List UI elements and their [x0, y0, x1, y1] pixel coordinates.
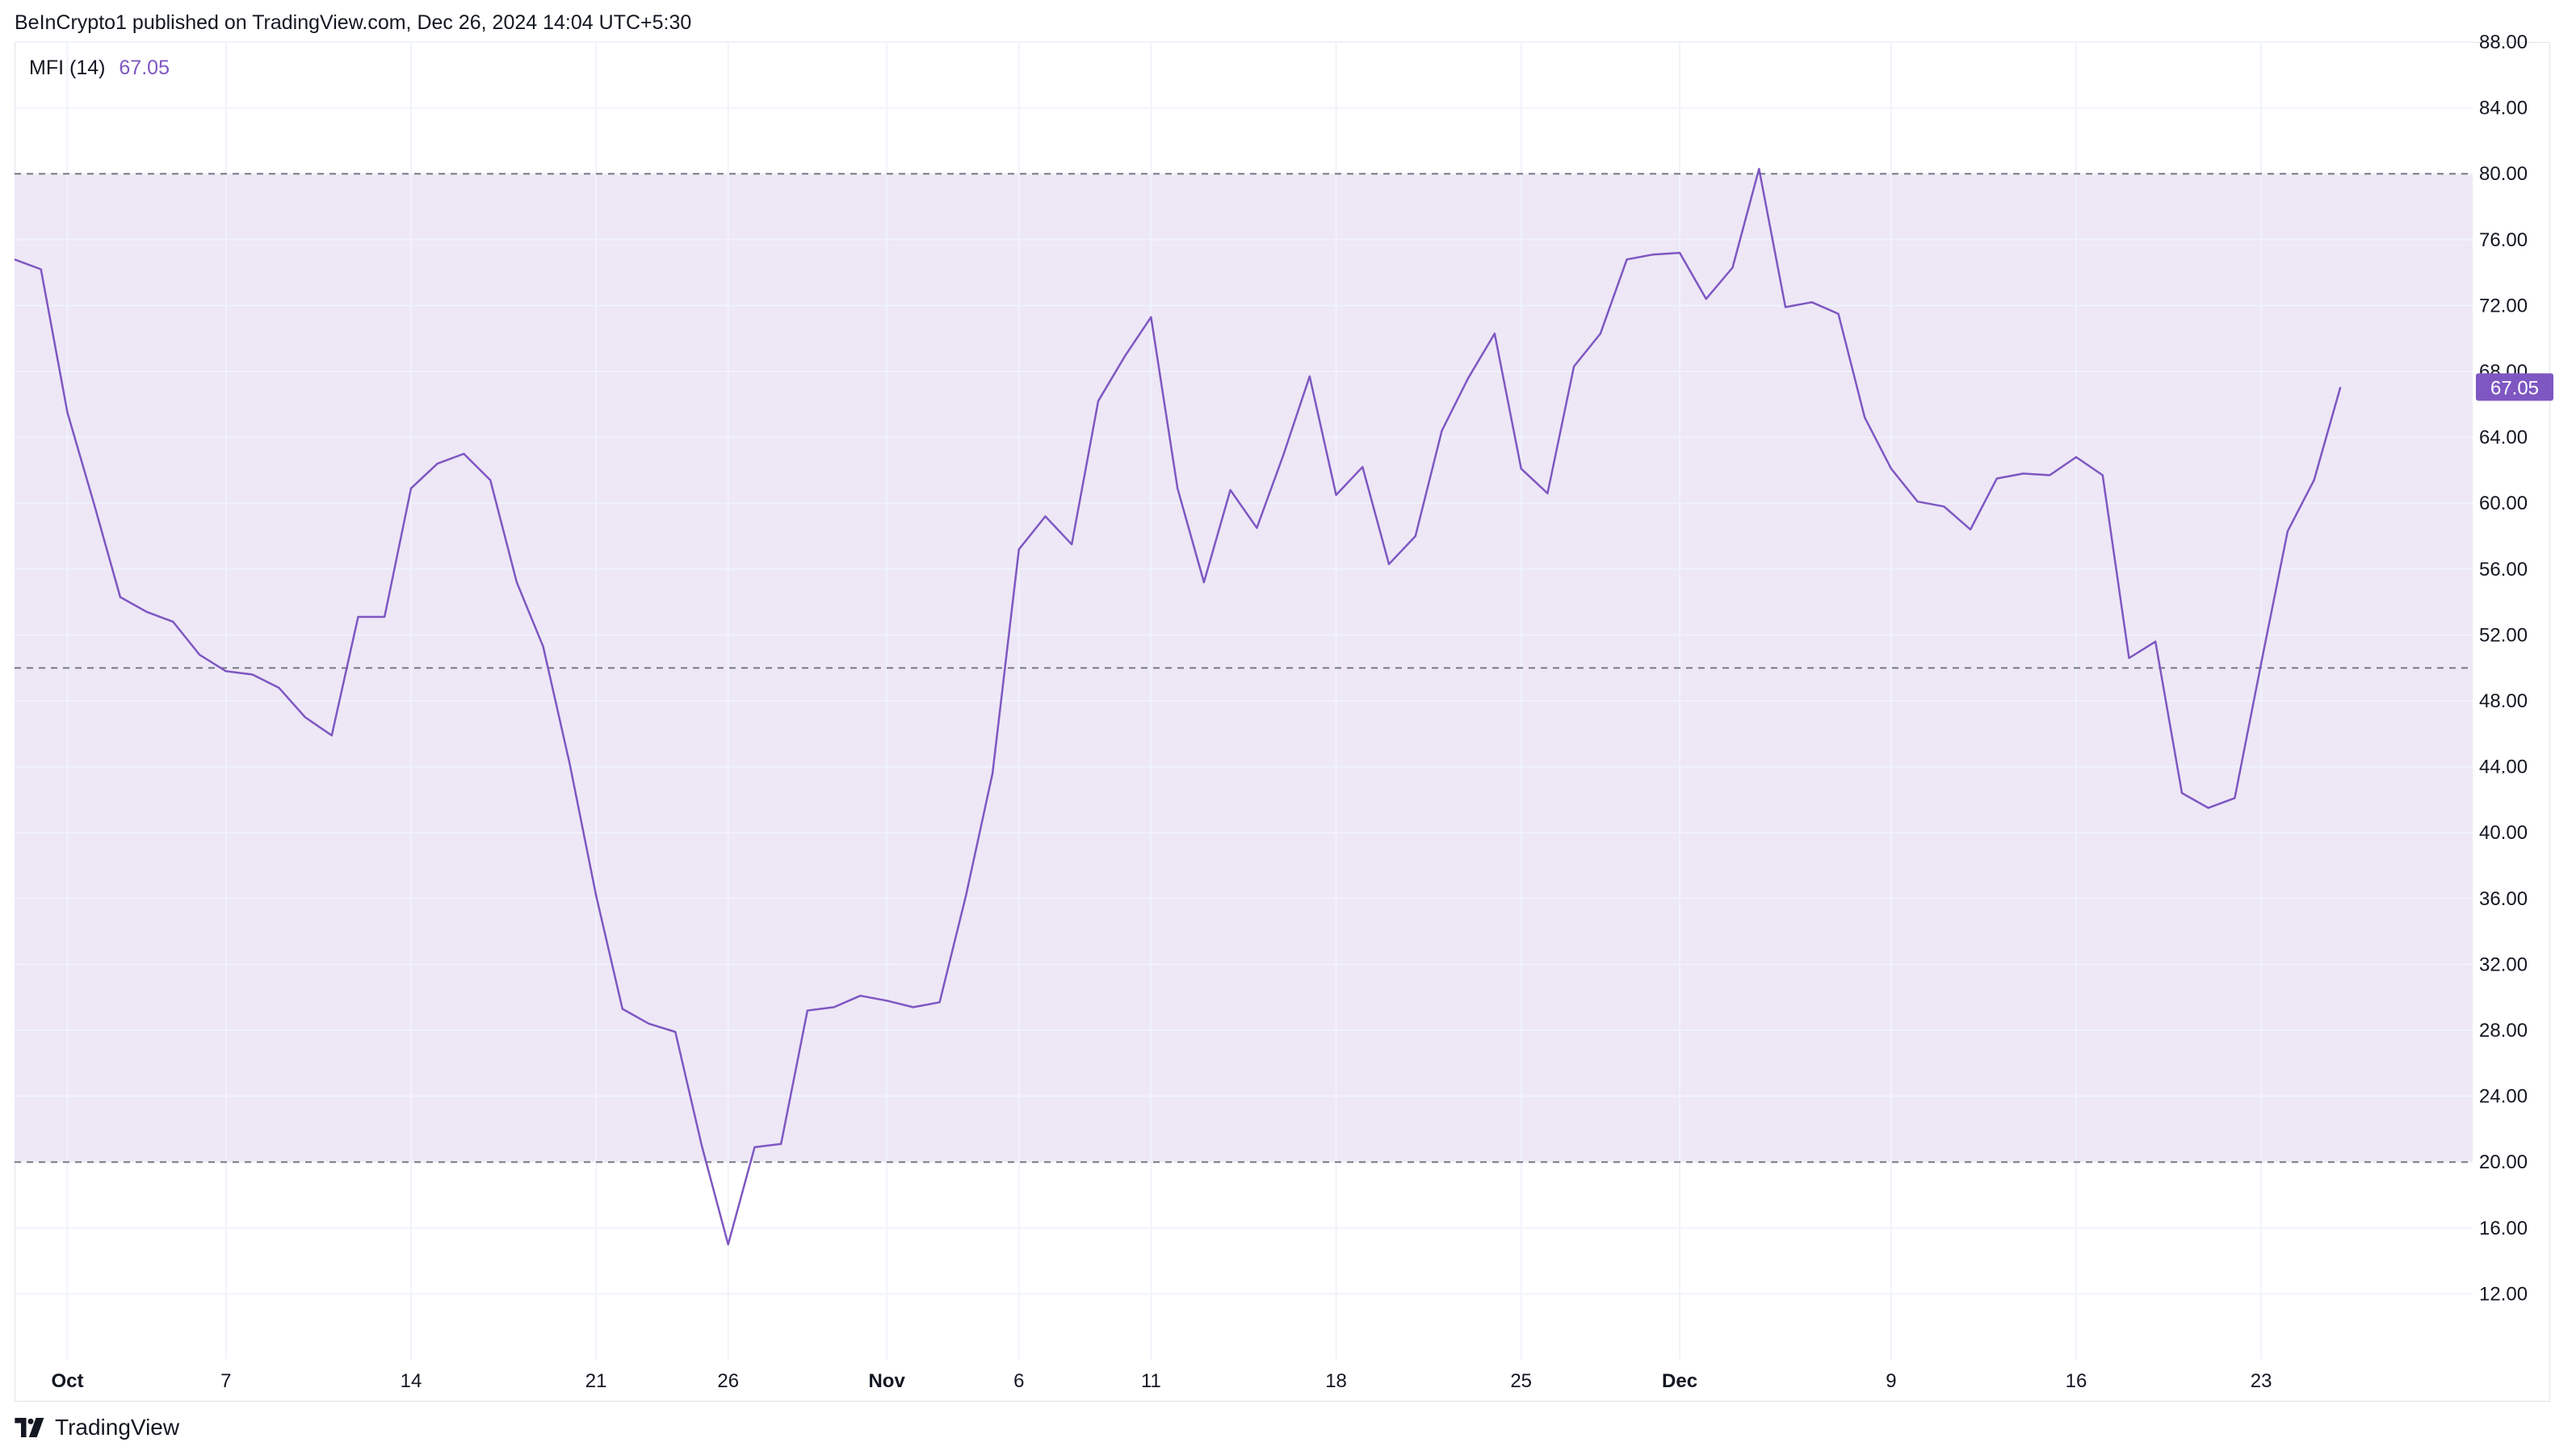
x-tick-label: Dec: [1662, 1370, 1697, 1392]
y-tick-label: 20.00: [2479, 1151, 2528, 1173]
y-tick-label: 24.00: [2479, 1086, 2528, 1108]
last-value-badge: [2476, 373, 2553, 401]
x-tick-label: 18: [1325, 1370, 1347, 1392]
footer: TradingView: [15, 1415, 179, 1440]
last-value-label: 67.05: [2490, 377, 2539, 399]
indicator-name: MFI (14): [29, 57, 106, 79]
y-tick-label: 72.00: [2479, 295, 2528, 317]
y-tick-label: 60.00: [2479, 493, 2528, 514]
x-tick-label: 23: [2251, 1370, 2272, 1392]
y-tick-label: 16.00: [2479, 1218, 2528, 1239]
y-tick-label: 88.00: [2479, 31, 2528, 53]
x-tick-label: 7: [220, 1370, 231, 1392]
y-tick-label: 56.00: [2479, 559, 2528, 581]
y-tick-label: 28.00: [2479, 1020, 2528, 1042]
y-tick-label: 64.00: [2479, 427, 2528, 449]
indicator-legend: MFI (14) 67.05: [29, 57, 170, 80]
x-tick-label: 26: [717, 1370, 739, 1392]
y-tick-label: 40.00: [2479, 822, 2528, 844]
publisher-caption: BeInCrypto1 published on TradingView.com…: [15, 11, 692, 34]
x-tick-label: 6: [1013, 1370, 1024, 1392]
y-tick-label: 48.00: [2479, 690, 2528, 712]
x-tick-label: 11: [1141, 1370, 1161, 1392]
tradingview-logo-icon: [15, 1418, 44, 1437]
mfi-line: [14, 167, 2342, 1246]
y-tick-label: 52.00: [2479, 624, 2528, 646]
x-tick-label: Nov: [868, 1370, 905, 1392]
x-tick-label: 16: [2066, 1370, 2087, 1392]
y-tick-label: 36.00: [2479, 888, 2528, 910]
x-tick-label: 25: [1510, 1370, 1532, 1392]
indicator-value: 67.05: [119, 57, 170, 79]
y-tick-label: 76.00: [2479, 229, 2528, 251]
x-tick-label: 9: [1886, 1370, 1896, 1392]
y-tick-label: 44.00: [2479, 757, 2528, 778]
y-tick-label: 32.00: [2479, 954, 2528, 975]
x-tick-label: 14: [401, 1370, 422, 1392]
x-tick-label: 21: [585, 1370, 607, 1392]
y-tick-label: 84.00: [2479, 98, 2528, 120]
footer-brand: TradingView: [55, 1415, 180, 1440]
y-tick-label: 80.00: [2479, 163, 2528, 185]
x-tick-label: Oct: [51, 1370, 83, 1392]
y-tick-label: 12.00: [2479, 1283, 2528, 1305]
